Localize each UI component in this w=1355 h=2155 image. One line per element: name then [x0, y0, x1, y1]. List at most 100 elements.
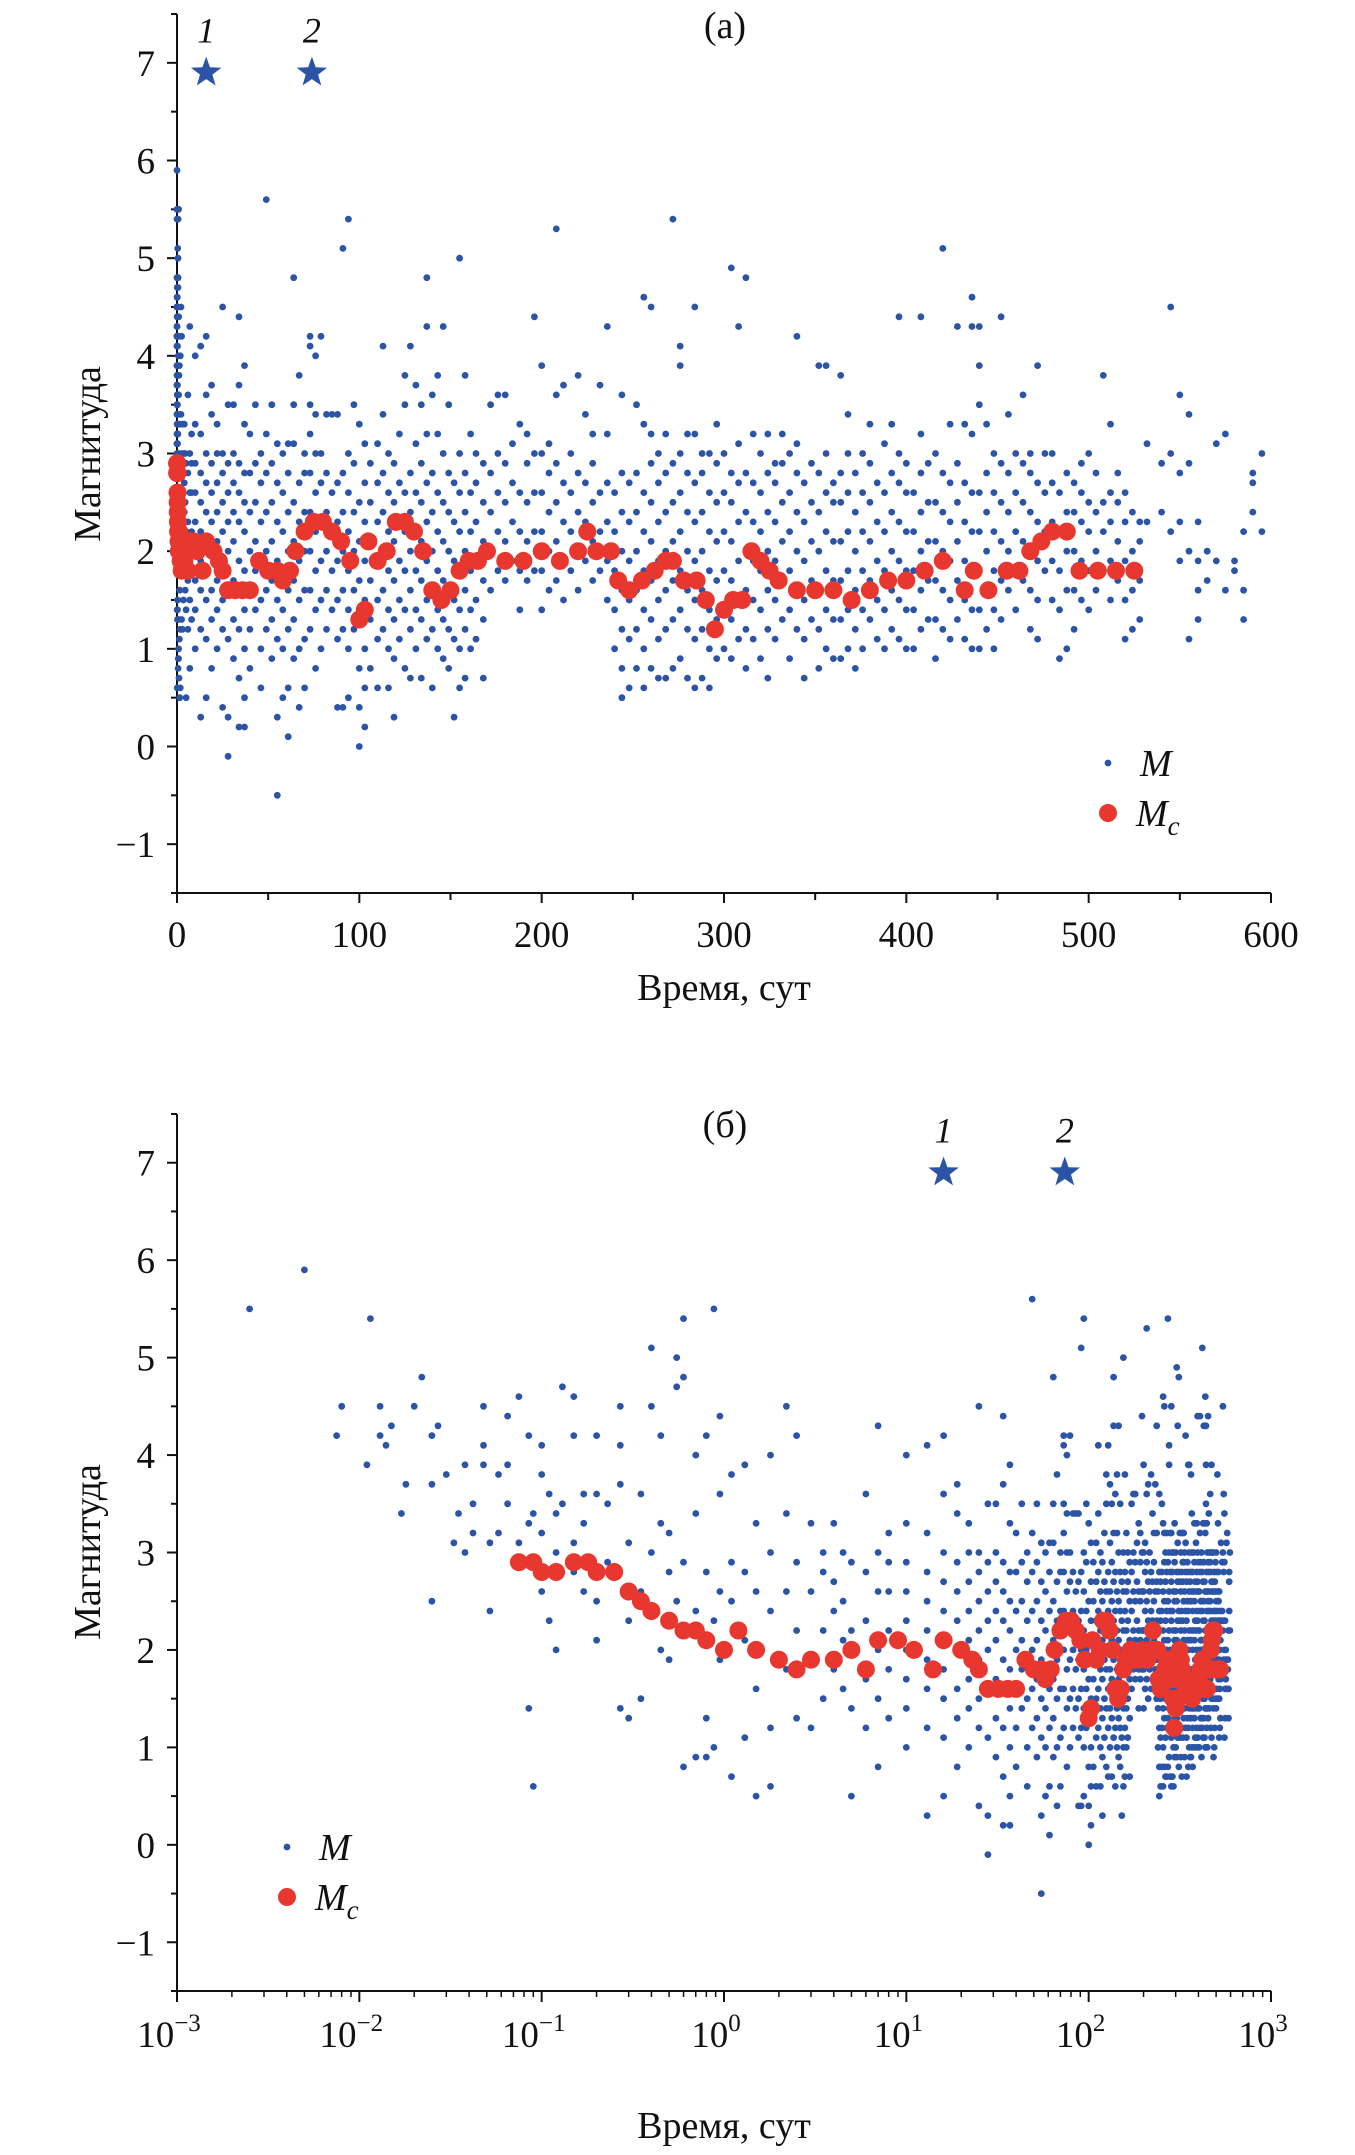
- m-point: [1198, 1549, 1205, 1556]
- m-point: [657, 1646, 665, 1654]
- m-point: [793, 440, 801, 448]
- m-point: [839, 1636, 847, 1644]
- mainshock-star-icon: [1049, 1156, 1080, 1186]
- m-point: [771, 459, 779, 467]
- m-point: [428, 625, 436, 633]
- m-point: [174, 245, 182, 252]
- m-point: [1101, 1578, 1108, 1586]
- m-point: [1141, 1568, 1149, 1576]
- y-tick-label: 2: [137, 532, 156, 573]
- m-point: [710, 1305, 718, 1313]
- m-point: [1214, 1519, 1222, 1527]
- m-point: [523, 459, 531, 467]
- m-point: [538, 1471, 546, 1478]
- m-point: [445, 665, 453, 672]
- m-point: [1089, 1597, 1097, 1605]
- m-point: [1006, 1461, 1014, 1469]
- m-point: [1214, 1471, 1221, 1478]
- m-point: [965, 1705, 973, 1712]
- m-point: [1231, 567, 1238, 575]
- m-point: [1106, 1539, 1114, 1547]
- m-point: [727, 655, 735, 662]
- m-point: [1063, 1451, 1071, 1459]
- m-point: [822, 606, 830, 614]
- m-point: [1018, 1558, 1026, 1566]
- m-point: [1101, 1734, 1108, 1741]
- m-point: [616, 1402, 624, 1410]
- m-point: [1107, 420, 1114, 428]
- m-point: [1205, 1510, 1213, 1517]
- m-point: [866, 538, 874, 545]
- m-point: [328, 567, 336, 575]
- m-point: [176, 635, 183, 643]
- m-point: [1159, 1588, 1167, 1595]
- m-point: [1167, 303, 1175, 311]
- mc-point: [355, 600, 374, 619]
- mc-point: [1197, 1679, 1216, 1698]
- m-point: [932, 498, 939, 506]
- m-point: [423, 323, 431, 330]
- m-point: [1099, 1714, 1106, 1722]
- m-point: [983, 469, 990, 477]
- m-point: [273, 518, 281, 526]
- m-point: [1069, 1646, 1077, 1654]
- m-point: [728, 1597, 735, 1605]
- m-point: [1041, 567, 1049, 575]
- m-point: [1042, 1549, 1049, 1556]
- y-tick-label: 2: [137, 1631, 156, 1672]
- m-point: [197, 586, 205, 594]
- m-point: [538, 606, 546, 614]
- m-point: [1162, 1617, 1169, 1625]
- m-point: [197, 469, 205, 477]
- mc-point: [1143, 1621, 1162, 1640]
- m-point: [924, 616, 932, 623]
- m-point: [902, 1617, 910, 1625]
- m-point: [1092, 1539, 1100, 1547]
- m-point: [1211, 1724, 1219, 1732]
- m-point: [1006, 1821, 1014, 1829]
- m-point: [523, 498, 531, 506]
- m-point: [1115, 1549, 1122, 1556]
- m-point: [461, 674, 469, 682]
- m-point: [224, 459, 232, 467]
- m-point: [208, 411, 216, 418]
- m-point: [822, 645, 830, 653]
- mc-point: [806, 581, 825, 600]
- m-point: [1028, 1724, 1036, 1732]
- m-point: [339, 508, 347, 516]
- m-point: [268, 538, 276, 545]
- m-point: [1023, 1578, 1031, 1586]
- m-point: [268, 655, 276, 662]
- m-point: [735, 479, 742, 487]
- m-point: [333, 1432, 340, 1439]
- m-point: [1153, 1529, 1161, 1537]
- m-point: [1240, 616, 1247, 623]
- m-point: [241, 694, 248, 702]
- m-point: [819, 1568, 827, 1576]
- m-point: [692, 1607, 700, 1615]
- m-point: [1133, 1539, 1141, 1547]
- m-point: [968, 323, 976, 330]
- m-point: [999, 1617, 1007, 1625]
- m-point: [954, 459, 961, 467]
- legend-m-label: M: [318, 1827, 353, 1869]
- m-point: [279, 528, 287, 535]
- y-tick-label: 3: [137, 1534, 156, 1575]
- m-point: [202, 332, 210, 340]
- mc-point: [729, 1621, 748, 1640]
- m-point: [523, 538, 531, 545]
- m-point: [888, 469, 896, 477]
- m-point: [1108, 1714, 1116, 1722]
- panel-b-y-axis-title: Магнитуда: [67, 1464, 109, 1640]
- m-point: [455, 1510, 462, 1517]
- panel-a-x-axis-title: Время, сут: [637, 967, 811, 1009]
- m-point: [323, 625, 330, 633]
- m-point: [312, 489, 319, 496]
- m-point: [603, 323, 611, 330]
- m-point: [1215, 1568, 1222, 1576]
- m-point: [793, 1558, 800, 1566]
- m-point: [859, 606, 866, 614]
- m-point: [355, 577, 363, 584]
- m-point: [923, 1724, 931, 1732]
- m-point: [1114, 469, 1122, 477]
